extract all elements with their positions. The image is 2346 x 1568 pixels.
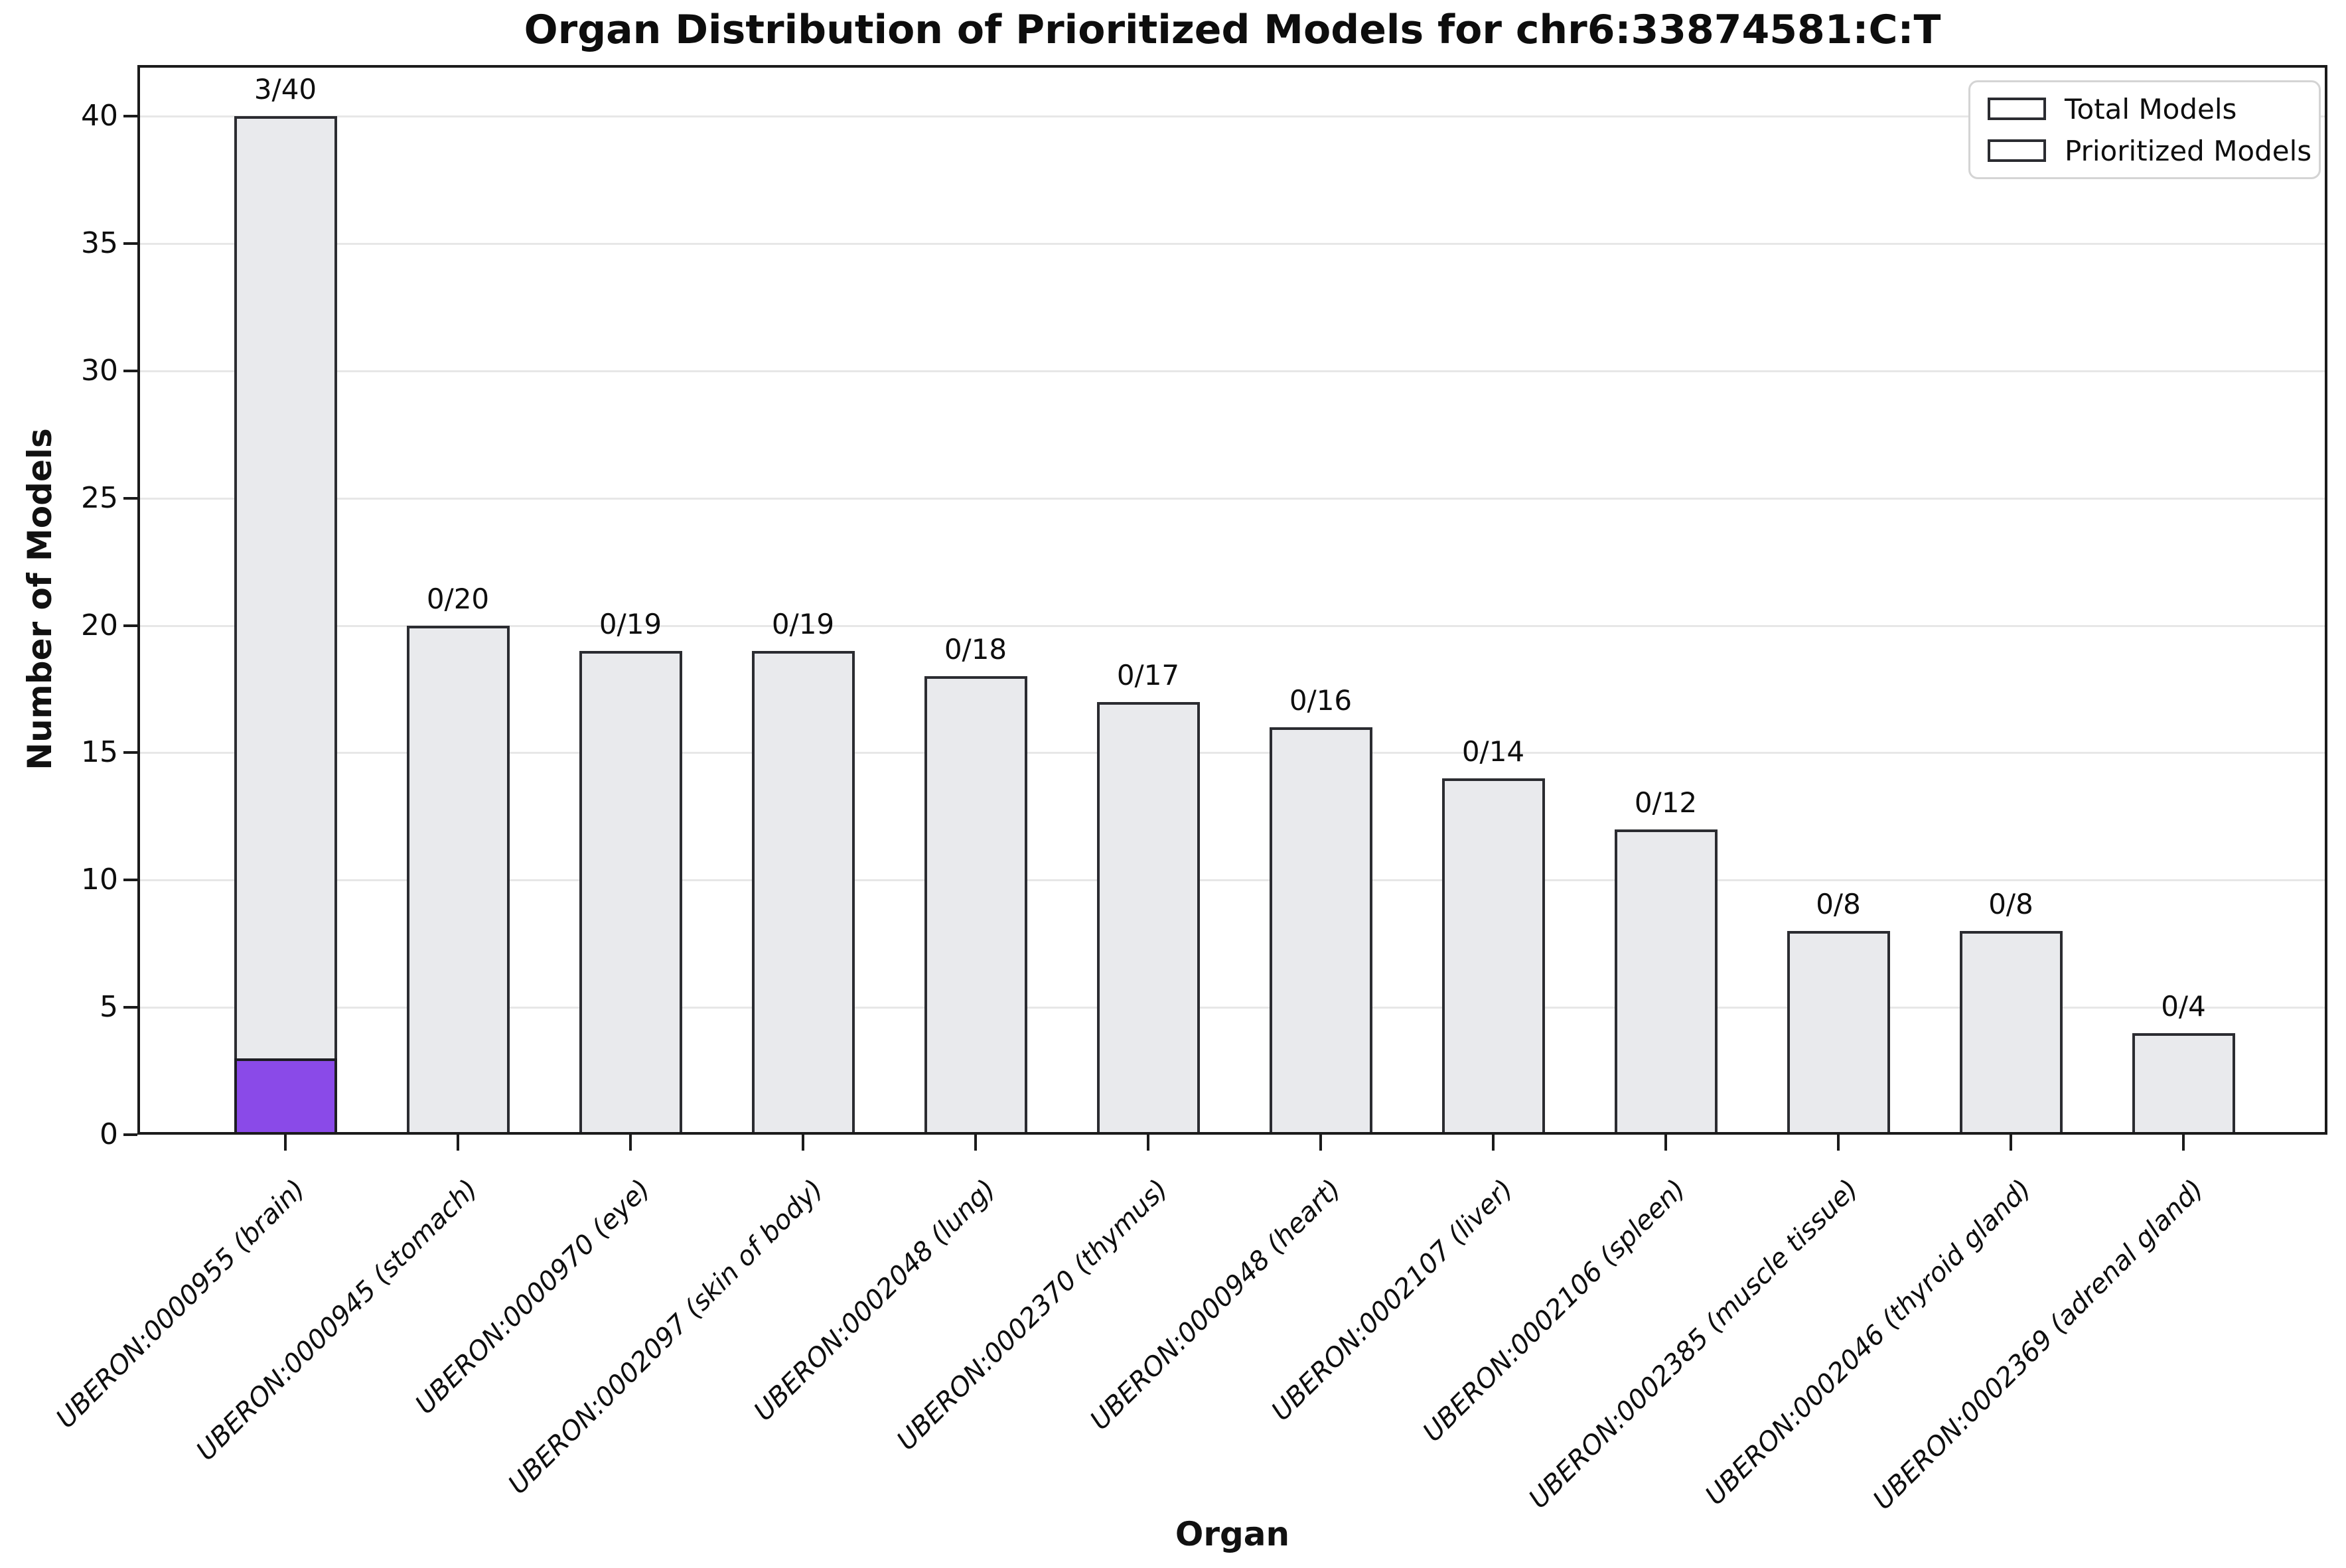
y-tick-label: 20 <box>81 608 118 642</box>
gridline <box>139 497 2325 500</box>
y-tick <box>123 1006 137 1009</box>
x-tick <box>2010 1135 2012 1151</box>
bar-annotation: 0/19 <box>771 607 835 640</box>
y-tick <box>123 115 137 117</box>
bar-total <box>1614 829 1718 1135</box>
x-tick <box>457 1135 459 1151</box>
legend-entry-total: Total Models <box>1988 93 2302 125</box>
bar-total <box>234 116 337 1135</box>
bar-annotation: 0/8 <box>1988 888 2033 920</box>
bar-total <box>1269 727 1372 1135</box>
x-tick <box>802 1135 804 1151</box>
bar-total <box>1959 931 2063 1135</box>
total-models-swatch <box>1988 98 2046 120</box>
gridline <box>139 624 2325 627</box>
y-tick-label: 40 <box>81 99 118 133</box>
x-tick <box>1837 1135 1840 1151</box>
bar-annotation: 0/8 <box>1816 888 1861 920</box>
bar-annotation: 0/19 <box>599 607 662 640</box>
bar-prioritized <box>234 1058 337 1135</box>
bar-annotation: 3/40 <box>254 73 317 106</box>
x-tick-label: UBERON:0002370 (thymus) <box>891 1173 1175 1457</box>
y-tick <box>123 624 137 627</box>
x-tick <box>974 1135 977 1151</box>
bar-total <box>1441 778 1545 1135</box>
x-tick-label: UBERON:0002369 (adrenal gland) <box>1867 1173 2210 1516</box>
bar-annotation: 0/18 <box>944 633 1007 666</box>
y-tick <box>123 496 137 500</box>
bar-total <box>1096 701 1200 1135</box>
y-tick <box>123 751 137 754</box>
chart-title: Organ Distribution of Prioritized Models… <box>524 7 1941 53</box>
prioritized-models-swatch <box>1988 139 2046 162</box>
x-tick <box>1147 1135 1149 1151</box>
bar-annotation: 0/16 <box>1289 684 1353 717</box>
y-tick <box>123 879 137 882</box>
x-tick <box>2182 1135 2185 1151</box>
legend: Total Models Prioritized Models <box>1968 80 2321 179</box>
x-tick-label: UBERON:0002385 (muscle tissue) <box>1523 1173 1865 1515</box>
gridline <box>139 115 2325 117</box>
legend-entry-prioritized: Prioritized Models <box>1988 135 2311 167</box>
y-tick-label: 35 <box>81 226 118 260</box>
y-tick <box>123 1133 137 1136</box>
x-tick <box>1664 1135 1667 1151</box>
y-tick-label: 30 <box>81 353 118 388</box>
x-axis-label: Organ <box>1175 1515 1290 1553</box>
x-tick-label: UBERON:0000945 (stomach) <box>190 1173 484 1467</box>
y-tick-label: 25 <box>81 480 118 515</box>
bar-annotation: 0/4 <box>2161 989 2206 1023</box>
x-tick <box>629 1135 632 1151</box>
bar-annotation: 0/17 <box>1116 658 1180 691</box>
x-tick-label: UBERON:0002046 (thyroid gland) <box>1699 1173 2037 1512</box>
x-tick-label: UBERON:0002097 (skin of body) <box>502 1173 830 1500</box>
gridline <box>139 1007 2325 1009</box>
bar-annotation: 0/12 <box>1634 786 1698 819</box>
gridline <box>139 752 2325 754</box>
gridline <box>139 370 2325 372</box>
bar-total <box>579 650 682 1135</box>
bar-annotation: 0/20 <box>426 582 490 615</box>
y-tick-label: 10 <box>81 863 118 897</box>
x-tick <box>1492 1135 1495 1151</box>
x-tick <box>1319 1135 1322 1151</box>
bar-total <box>1787 931 1890 1135</box>
y-tick-label: 15 <box>81 735 118 770</box>
legend-label-total: Total Models <box>2065 92 2237 125</box>
bar-total <box>2132 1033 2235 1135</box>
bar-total <box>751 650 855 1135</box>
bar-total <box>406 625 510 1135</box>
y-tick <box>123 242 137 245</box>
y-tick-label: 0 <box>100 1117 118 1151</box>
y-tick-label: 5 <box>100 990 118 1025</box>
legend-label-prioritized: Prioritized Models <box>2065 134 2312 167</box>
gridline <box>139 879 2325 882</box>
bar-total <box>924 676 1027 1135</box>
x-tick <box>284 1135 287 1151</box>
gridline <box>139 242 2325 245</box>
y-tick <box>123 369 137 372</box>
bar-annotation: 0/14 <box>1461 735 1525 768</box>
